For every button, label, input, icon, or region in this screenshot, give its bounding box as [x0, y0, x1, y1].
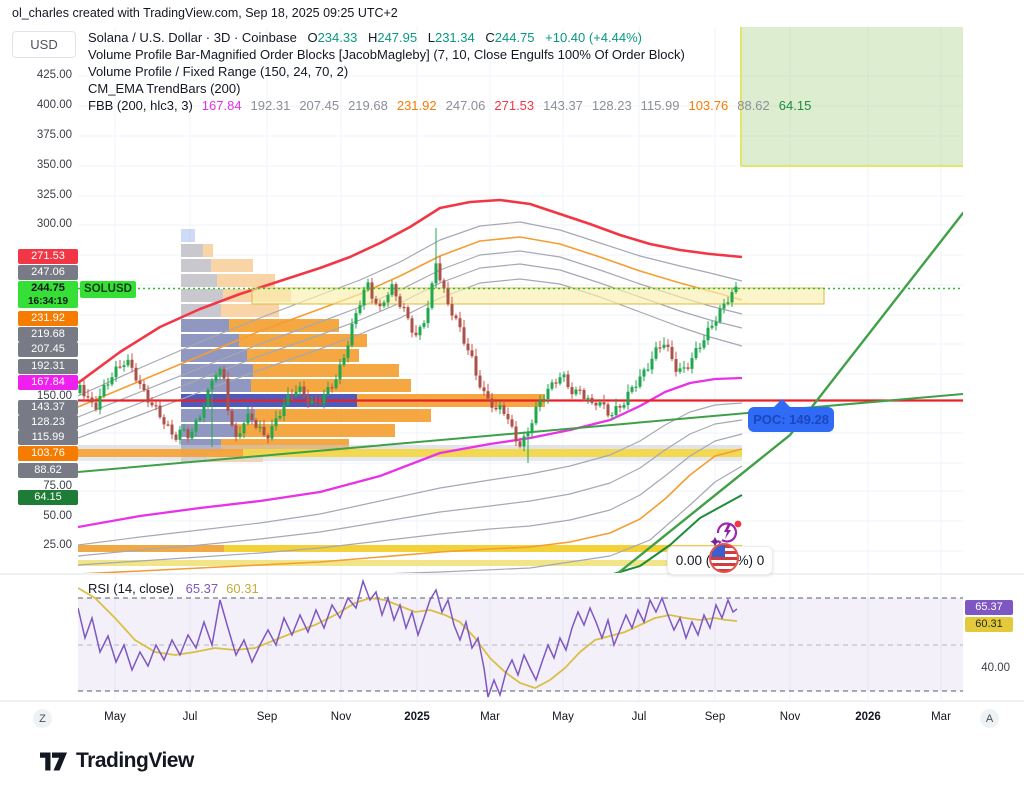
trendline-steep[interactable] — [616, 211, 963, 574]
symbol-legend-row[interactable]: Solana / U.S. Dollar · 3D · Coinbase O23… — [88, 30, 642, 45]
fbb-64.15 — [613, 494, 743, 573]
price-axis-label: 425.00 — [36, 69, 72, 81]
time-axis-label[interactable]: Mar — [480, 711, 500, 723]
price-badge: 231.92 — [18, 311, 78, 326]
rsi-line — [78, 578, 738, 698]
price-badge: 64.15 — [18, 490, 78, 505]
price-axis-label: 350.00 — [36, 159, 72, 171]
tradingview-logo-text: TradingView — [76, 749, 194, 772]
price-axis-label: 300.00 — [36, 218, 72, 230]
attribution-text: ol_charles created with TradingView.com,… — [12, 6, 398, 20]
chart-legend: Solana / U.S. Dollar · 3D · Coinbase O23… — [88, 30, 811, 115]
symbol-price-flag: SOLUSD — [80, 281, 136, 298]
price-badge: 143.37 — [18, 400, 78, 415]
price-badge: 207.45 — [18, 342, 78, 357]
fbb-143.37 — [78, 402, 743, 546]
time-axis-label[interactable]: Nov — [779, 711, 801, 723]
currency-toggle-button[interactable]: USD — [12, 31, 76, 58]
fbb-271.53 — [78, 198, 743, 385]
fbb-247.06 — [78, 221, 743, 397]
time-axis-label[interactable]: May — [104, 711, 126, 723]
us-flag-event-icon[interactable] — [709, 543, 739, 573]
fbb-167.84 — [78, 376, 743, 529]
fbb-115.99 — [78, 433, 743, 566]
tradingview-logo[interactable]: TradingView — [40, 749, 194, 773]
fbb-219.68 — [78, 250, 743, 418]
rsi-values: 65.37 60.31 — [185, 581, 259, 596]
rsi-legend[interactable]: RSI (14, close) 65.37 60.31 — [88, 581, 259, 596]
time-axis-label[interactable]: Sep — [256, 711, 278, 723]
indicator-row-fbb[interactable]: FBB (200, hlc3, 3) 167.84 192.31 207.45 219.… — [88, 98, 812, 113]
candlestick-series — [78, 228, 738, 463]
countdown-timer: 16:34:19 — [27, 296, 69, 307]
price-badge: 192.31 — [18, 359, 78, 374]
rsi-value-badge: 65.37 — [965, 600, 1013, 615]
timezone-button[interactable]: Z — [33, 709, 52, 728]
fbb-128.23 — [78, 419, 743, 557]
price-badge: 271.53 — [18, 249, 78, 264]
rsi-axis-label: 40.00 — [981, 662, 1010, 674]
price-badge: 115.99 — [18, 430, 78, 445]
time-axis-label[interactable]: 2026 — [855, 711, 881, 723]
change-value: +10.40 (+4.44%) — [545, 30, 642, 45]
price-badge: 88.62 — [18, 463, 78, 478]
time-axis-label[interactable]: Nov — [330, 711, 352, 723]
price-axis-label: 25.00 — [43, 539, 72, 551]
supply-zone-box[interactable] — [251, 287, 825, 305]
time-axis-label[interactable]: Jul — [631, 711, 647, 723]
fbb-103.76 — [82, 448, 743, 573]
price-axis-label: 375.00 — [36, 129, 72, 141]
poc-callout: POC: 149.28 — [748, 399, 834, 432]
indicator-row-volume-profile[interactable]: Volume Profile / Fixed Range (150, 24, 7… — [88, 64, 349, 79]
time-axis-label[interactable]: 2025 — [404, 711, 430, 723]
time-axis-label[interactable]: Mar — [931, 711, 951, 723]
time-axis-label[interactable]: May — [552, 711, 574, 723]
time-axis-label[interactable]: Jul — [182, 711, 198, 723]
rsi-label-text: RSI (14, close) — [88, 581, 174, 596]
price-axis-label: 400.00 — [36, 99, 72, 111]
rsi-value-badge: 60.31 — [965, 617, 1013, 632]
fbb-231.92 — [78, 236, 743, 408]
axis-settings-button[interactable]: A — [980, 709, 999, 728]
price-badge: 244.75 16:34:19 — [18, 281, 78, 308]
indicator-row-order-blocks[interactable]: Volume Profile Bar-Magnified Order Block… — [88, 47, 685, 62]
projection-zone-box — [741, 27, 963, 166]
price-axis-label: 325.00 — [36, 189, 72, 201]
price-badge: 247.06 — [18, 265, 78, 280]
price-badge: 167.84 — [18, 375, 78, 390]
rsi-ma-line — [78, 587, 738, 689]
lightning-refresh-icon[interactable] — [709, 517, 745, 554]
price-axis-label: 75.00 — [43, 480, 72, 492]
price-axis-label: 150.00 — [36, 390, 72, 402]
tradingview-logo-mark — [40, 752, 67, 770]
price-axis-label: 50.00 — [43, 510, 72, 522]
price-badge: 128.23 — [18, 415, 78, 430]
time-axis-label[interactable]: Sep — [704, 711, 726, 723]
price-badge: 103.76 — [18, 446, 78, 461]
fbb-88.62 — [391, 465, 743, 573]
indicator-row-cm-ema[interactable]: CM_EMA TrendBars (200) — [88, 81, 241, 96]
symbol-title: Solana / U.S. Dollar · 3D · Coinbase — [88, 30, 297, 45]
price-badge: 219.68 — [18, 327, 78, 342]
fbb-label: FBB (200, hlc3, 3) — [88, 98, 193, 113]
